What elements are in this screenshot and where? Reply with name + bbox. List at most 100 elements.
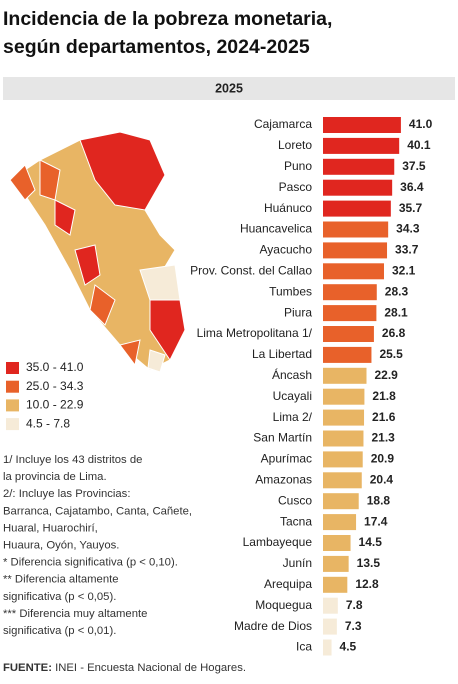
bar [323,179,393,196]
footnote: Barranca, Cajatambo, Canta, Cañete, [3,505,192,517]
value-label: 20.9 [371,452,395,466]
header-band [3,77,455,100]
footnote: 1/ Incluye los 43 distritos de [3,454,142,466]
value-label: 41.0 [409,117,433,131]
category-label: Ica [296,640,312,654]
bar [323,514,357,531]
category-label: Arequipa [264,577,312,591]
category-label: Amazonas [255,472,312,486]
value-label: 25.5 [379,347,403,361]
category-label: Ucayali [273,389,312,403]
category-label: Ayacucho [260,243,313,257]
value-label: 12.8 [355,577,379,591]
category-label: Cajamarca [254,117,312,131]
footnote: Huaura, Oyón, Yauyos. [3,539,119,551]
category-label: Lima 2/ [273,410,313,424]
category-label: Cusco [278,493,312,507]
legend-label: 25.0 - 34.3 [26,379,84,393]
legend-label: 10.0 - 22.9 [26,398,84,412]
bar [323,284,377,301]
bar [323,555,349,572]
value-label: 18.8 [367,493,391,507]
footnote: Huaral, Huarochirí, [3,522,98,534]
value-label: 21.8 [372,389,396,403]
bar [323,639,332,656]
category-label: Tumbes [269,284,312,298]
bar [323,326,374,342]
footnote: 2/: Incluye las Provincias: [3,488,130,500]
bar [323,618,337,635]
subtitle: 2025 [215,81,243,95]
value-label: 33.7 [395,243,419,257]
category-label: Huancavelica [240,222,312,236]
bar [323,451,363,468]
bar [323,535,351,551]
value-label: 32.1 [392,263,416,277]
legend-swatch [6,362,19,374]
source-label: FUENTE: [3,662,52,674]
bar [323,597,338,614]
value-label: 40.1 [407,138,431,152]
category-label: Madre de Dios [234,619,312,633]
footnote: * Diferencia significativa (p < 0,10). [3,557,178,569]
bar [323,346,372,363]
category-label: Prov. Const. del Callao [190,263,312,277]
category-label: Lima Metropolitana 1/ [197,326,313,340]
bar [323,200,391,217]
category-label: Apurímac [261,452,312,466]
bar [323,158,395,175]
category-label: La Libertad [252,347,312,361]
value-label: 28.3 [385,284,409,298]
bar [323,263,384,280]
bar [323,430,364,447]
value-label: 20.4 [370,472,394,486]
footnote: la provincia de Lima. [3,471,107,483]
legend-label: 35.0 - 41.0 [26,360,84,374]
category-label: Loreto [278,138,312,152]
bar [323,493,359,510]
legend-label: 4.5 - 7.8 [26,416,70,430]
footnote: ** Diferencia altamente [3,574,119,586]
bar [323,367,367,384]
chart-title: Incidencia de la pobreza monetaria, [3,8,332,30]
value-label: 4.5 [340,640,357,654]
value-label: 26.8 [382,326,406,340]
bar [323,388,365,405]
bar [323,221,389,238]
value-label: 21.3 [371,431,395,445]
category-label: Junín [283,556,312,570]
value-label: 28.1 [384,305,408,319]
bar [323,305,377,322]
bar [323,472,362,489]
category-label: Piura [284,305,312,319]
legend-swatch [6,399,19,412]
footnote: *** Diferencia muy altamente [3,608,147,620]
source: FUENTE: INEI - Encuesta Nacional de Hoga… [3,662,246,674]
bar [323,117,401,133]
source-text: INEI - Encuesta Nacional de Hogares. [55,662,246,674]
category-label: Huánuco [264,201,312,215]
category-label: Áncash [272,367,312,382]
chart-title: según departamentos, 2024-2025 [3,36,310,58]
value-label: 21.6 [372,410,396,424]
bar [323,409,365,426]
value-label: 14.5 [359,535,383,549]
value-label: 34.3 [396,222,420,236]
value-label: 37.5 [402,159,426,173]
legend-swatch [6,418,19,431]
bar [323,576,348,593]
bar [323,242,388,259]
value-label: 36.4 [400,180,424,194]
value-label: 7.8 [346,598,363,612]
map [9,131,186,373]
value-label: 7.3 [345,619,362,633]
legend-swatch [6,380,19,393]
category-label: Moquegua [255,598,312,612]
value-label: 13.5 [357,556,381,570]
value-label: 35.7 [399,201,423,215]
value-label: 22.9 [375,368,399,382]
category-label: Puno [284,159,312,173]
bar [323,137,400,154]
category-label: Tacna [280,514,312,528]
